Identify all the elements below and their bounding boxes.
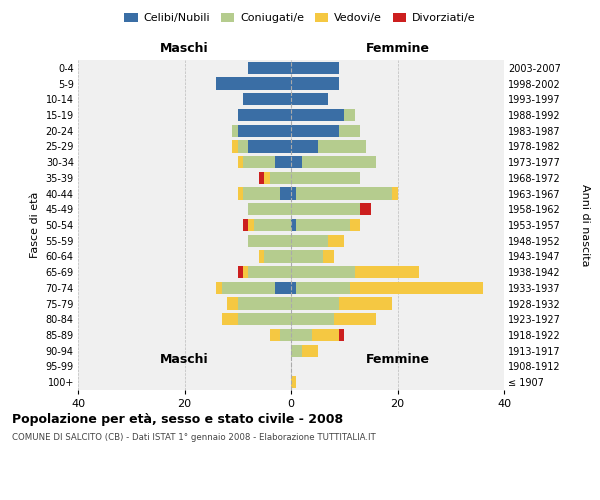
Bar [291,313,334,326]
Bar [350,219,360,231]
Bar [291,140,317,152]
Bar [313,329,339,341]
Bar [248,203,291,215]
Bar [270,329,280,341]
Bar [238,140,248,152]
Bar [392,188,398,200]
Bar [296,282,350,294]
Bar [334,313,376,326]
Bar [243,93,291,106]
Bar [232,124,238,137]
Bar [302,156,376,168]
Bar [280,329,291,341]
Text: Maschi: Maschi [160,42,209,55]
Bar [323,250,334,262]
Bar [238,124,291,137]
Bar [265,250,291,262]
Text: Femmine: Femmine [365,354,430,366]
Bar [243,188,280,200]
Bar [243,266,248,278]
Bar [280,188,291,200]
Bar [296,188,392,200]
Bar [350,282,482,294]
Bar [291,203,360,215]
Bar [248,266,291,278]
Bar [259,250,265,262]
Bar [291,282,296,294]
Bar [291,376,296,388]
Bar [291,156,302,168]
Bar [355,266,419,278]
Y-axis label: Anni di nascita: Anni di nascita [580,184,590,266]
Legend: Celibi/Nubili, Coniugati/e, Vedovi/e, Divorziati/e: Celibi/Nubili, Coniugati/e, Vedovi/e, Di… [120,8,480,28]
Bar [291,266,355,278]
Bar [238,298,291,310]
Bar [291,234,328,247]
Bar [291,298,339,310]
Bar [238,188,243,200]
Bar [302,344,317,357]
Text: COMUNE DI SALCITO (CB) - Dati ISTAT 1° gennaio 2008 - Elaborazione TUTTITALIA.IT: COMUNE DI SALCITO (CB) - Dati ISTAT 1° g… [12,432,376,442]
Bar [248,234,291,247]
Bar [328,234,344,247]
Bar [238,156,243,168]
Bar [227,298,238,310]
Bar [291,219,296,231]
Bar [275,282,291,294]
Bar [248,219,254,231]
Bar [217,282,222,294]
Bar [259,172,265,184]
Bar [291,188,296,200]
Bar [291,250,323,262]
Bar [291,93,328,106]
Bar [291,329,313,341]
Bar [317,140,365,152]
Bar [238,109,291,121]
Bar [344,109,355,121]
Bar [360,203,371,215]
Bar [243,156,275,168]
Bar [270,172,291,184]
Bar [291,62,339,74]
Bar [291,172,360,184]
Bar [222,282,275,294]
Bar [243,219,248,231]
Bar [248,62,291,74]
Bar [248,140,291,152]
Bar [339,124,360,137]
Text: Maschi: Maschi [160,354,209,366]
Bar [222,313,238,326]
Bar [291,109,344,121]
Bar [339,329,344,341]
Bar [238,313,291,326]
Bar [296,219,350,231]
Text: Femmine: Femmine [365,42,430,55]
Bar [275,156,291,168]
Bar [238,266,243,278]
Bar [291,344,302,357]
Bar [254,219,291,231]
Bar [291,78,339,90]
Bar [232,140,238,152]
Bar [339,298,392,310]
Bar [265,172,270,184]
Bar [217,78,291,90]
Bar [291,124,339,137]
Text: Popolazione per età, sesso e stato civile - 2008: Popolazione per età, sesso e stato civil… [12,412,343,426]
Y-axis label: Fasce di età: Fasce di età [30,192,40,258]
